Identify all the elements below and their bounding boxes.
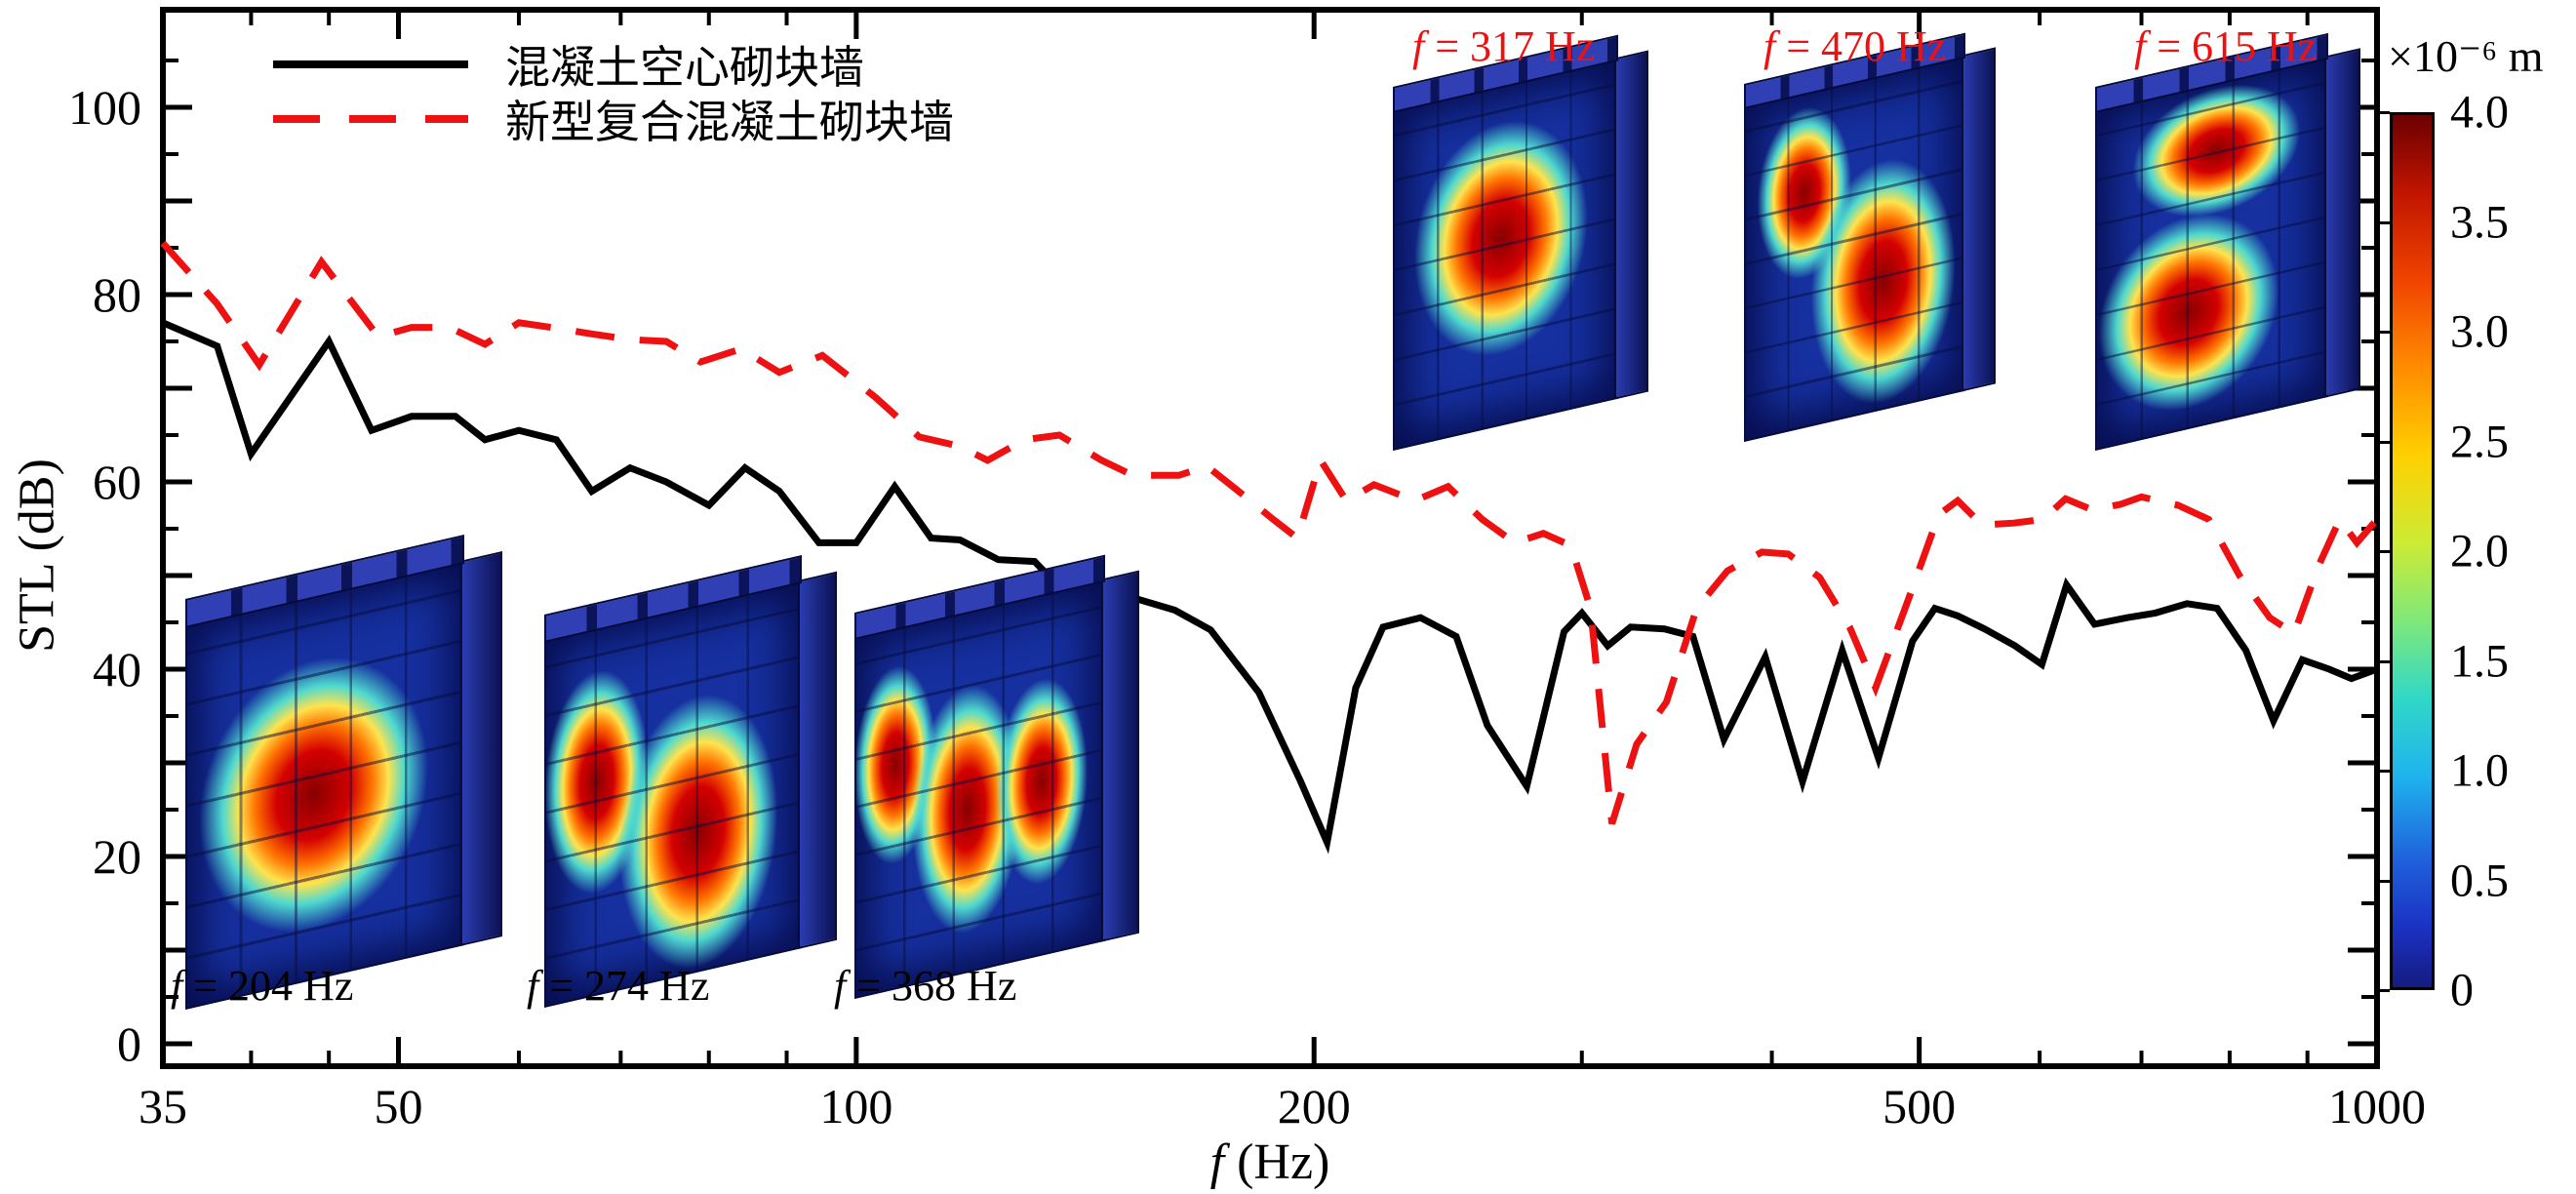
y-tick-label: 0 <box>117 1016 141 1071</box>
colorbar-unit-label: ×10⁻⁶ m <box>2388 31 2544 81</box>
y-tick-label: 20 <box>93 829 141 884</box>
mode-shape-inset-615hz <box>2095 32 2360 451</box>
colorbar-tick <box>2378 659 2390 663</box>
wall-front-face <box>185 559 464 1010</box>
legend-label: 混凝土空心砌块墙 <box>505 43 864 93</box>
x-tick-label: 1000 <box>2328 1079 2426 1134</box>
colorbar-tick-label: 3.5 <box>2450 196 2509 248</box>
mode-shape-inset-470hz <box>1744 32 1996 443</box>
colorbar-tick <box>2378 879 2390 883</box>
colorbar-tick-label: 0.5 <box>2450 855 2509 906</box>
colorbar-tick <box>2378 989 2390 992</box>
series-red-dashed-line <box>160 240 2380 825</box>
legend: 混凝土空心砌块墙 新型复合混凝土砌块墙 <box>273 37 954 147</box>
colorbar-tick <box>2378 111 2390 114</box>
italic-f: f <box>1412 22 1425 70</box>
mode-frequency-label: f = 274 Hz <box>527 962 710 1010</box>
colorbar-tick-label: 2.5 <box>2450 416 2509 467</box>
mode-frequency-label: f = 204 Hz <box>171 962 354 1010</box>
mode-shape-inset-317hz <box>1393 35 1648 452</box>
colorbar-tick-label: 3.0 <box>2450 305 2509 358</box>
mode-frequency-label: f = 615 Hz <box>2134 22 2318 70</box>
wall-front-face <box>1744 54 1966 443</box>
wall-side-face <box>1100 570 1139 942</box>
wall-side-face <box>460 550 502 946</box>
block-grid-overlay <box>2097 58 2327 449</box>
x-tick-label: 100 <box>819 1079 892 1134</box>
colorbar-tick-label: 2.0 <box>2450 525 2509 577</box>
mode-frequency-label: f = 317 Hz <box>1412 22 1596 70</box>
x-tick-label: 500 <box>1882 1079 1956 1134</box>
italic-f: f <box>171 962 183 1010</box>
wall-side-face <box>798 571 837 949</box>
block-grid-overlay <box>856 580 1103 997</box>
legend-label: 新型复合混凝土砌块墙 <box>505 98 954 147</box>
y-tick-label: 100 <box>68 80 141 135</box>
mode-frequency-label: f = 368 Hz <box>834 962 1017 1010</box>
colorbar-tick <box>2378 220 2390 224</box>
italic-f: f <box>2134 22 2147 70</box>
legend-item-solid: 混凝土空心砌块墙 <box>273 37 954 93</box>
legend-line-dashed-red <box>273 115 468 123</box>
italic-f: f <box>834 962 847 1010</box>
italic-f: f <box>1764 22 1776 70</box>
colorbar-tick-label: 0 <box>2450 964 2474 1016</box>
block-grid-overlay <box>1395 60 1616 449</box>
italic-f: f <box>527 962 539 1010</box>
plot-frame <box>160 7 2380 1069</box>
colorbar-tick-label: 4.0 <box>2450 86 2509 139</box>
series-black-line <box>161 319 2379 855</box>
x-axis-label: f (Hz) <box>1209 1134 1330 1190</box>
mode-shape-inset-368hz <box>854 554 1139 999</box>
colorbar-tick <box>2378 550 2390 553</box>
wall-side-face <box>2324 48 2360 398</box>
mode-frequency-label: f = 470 Hz <box>1764 22 1947 70</box>
x-tick-label: 200 <box>1278 1079 1351 1134</box>
mode-shape-inset-204hz <box>185 535 502 1010</box>
wall-front-face <box>544 579 802 1008</box>
mode-shape-inset-274hz <box>544 555 837 1008</box>
wall-front-face <box>1393 57 1618 452</box>
colorbar-tick-label: 1.0 <box>2450 744 2509 797</box>
colorbar-tick <box>2378 331 2390 334</box>
y-axis-label: STL (dB) <box>9 458 65 653</box>
x-tick-label: 35 <box>139 1079 187 1134</box>
wall-side-face <box>1962 47 1996 392</box>
colorbar-tick <box>2378 770 2390 773</box>
x-tick-label: 50 <box>375 1079 423 1134</box>
legend-line-solid-black <box>273 60 468 68</box>
block-grid-overlay <box>187 562 462 1008</box>
italic-f: f <box>1209 1134 1225 1190</box>
legend-item-dashed: 新型复合混凝土砌块墙 <box>273 92 954 147</box>
wall-front-face <box>2095 55 2329 451</box>
colorbar-tick <box>2378 440 2390 444</box>
colorbar <box>2390 112 2435 990</box>
y-tick-label: 60 <box>93 455 141 509</box>
y-tick-label: 40 <box>93 642 141 696</box>
wall-side-face <box>1613 50 1648 400</box>
y-tick-label: 80 <box>93 267 141 322</box>
colorbar-tick-label: 1.5 <box>2450 635 2509 687</box>
block-grid-overlay <box>546 581 800 1006</box>
wall-front-face <box>854 577 1105 999</box>
block-grid-overlay <box>1746 57 1964 440</box>
